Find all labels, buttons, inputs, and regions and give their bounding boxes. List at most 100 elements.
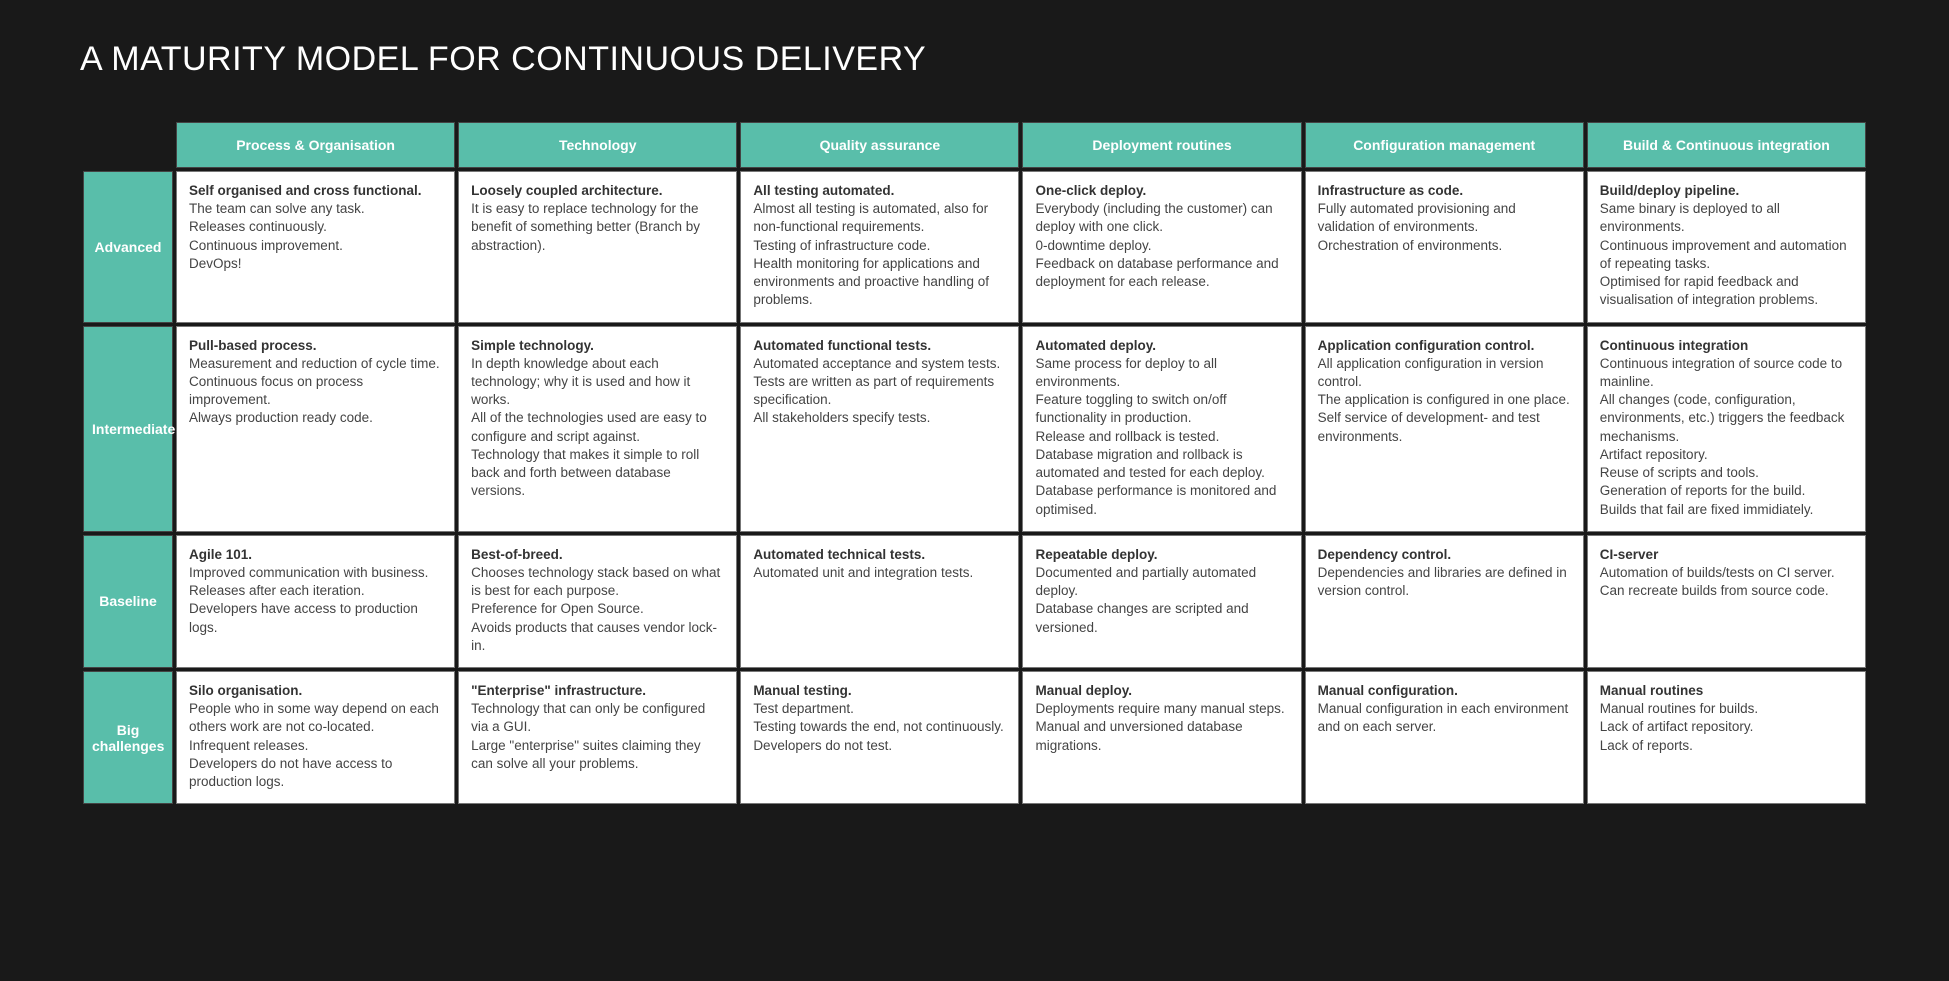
cell-body-line: Feature toggling to switch on/off functi… <box>1035 391 1288 427</box>
cell-body-line: Tests are written as part of requirement… <box>753 373 1006 409</box>
matrix-cell: CI-serverAutomation of builds/tests on C… <box>1587 535 1866 668</box>
cell-lead: Manual deploy. <box>1035 682 1288 700</box>
matrix-body: AdvancedSelf organised and cross functio… <box>83 171 1866 804</box>
cell-body-line: Continuous integration of source code to… <box>1600 355 1853 391</box>
cell-body-line: Continuous improvement and automation of… <box>1600 237 1853 273</box>
matrix-cell: Manual testing.Test department.Testing t… <box>740 671 1019 804</box>
matrix-cell: Best-of-breed.Chooses technology stack b… <box>458 535 737 668</box>
cell-body-line: Automation of builds/tests on CI server. <box>1600 564 1853 582</box>
cell-body-line: Same process for deploy to all environme… <box>1035 355 1288 391</box>
cell-lead: Silo organisation. <box>189 682 442 700</box>
cell-body-line: Large "enterprise" suites claiming they … <box>471 737 724 773</box>
cell-lead: Best-of-breed. <box>471 546 724 564</box>
cell-body-line: DevOps! <box>189 255 442 273</box>
cell-lead: Pull-based process. <box>189 337 442 355</box>
cell-body-line: It is easy to replace technology for the… <box>471 200 724 255</box>
cell-body-line: People who in some way depend on each ot… <box>189 700 442 736</box>
cell-lead: Continuous integration <box>1600 337 1853 355</box>
cell-body-line: Reuse of scripts and tools. <box>1600 464 1853 482</box>
cell-body-line: Always production ready code. <box>189 409 442 427</box>
cell-lead: Automated deploy. <box>1035 337 1288 355</box>
cell-body-line: The application is configured in one pla… <box>1318 391 1571 409</box>
cell-body-line: Test department. <box>753 700 1006 718</box>
matrix-cell: Manual deploy.Deployments require many m… <box>1022 671 1301 804</box>
matrix-cell: Build/deploy pipeline.Same binary is dep… <box>1587 171 1866 323</box>
matrix-cell: All testing automated.Almost all testing… <box>740 171 1019 323</box>
cell-body-line: Automated unit and integration tests. <box>753 564 1006 582</box>
maturity-matrix: Process & Organisation Technology Qualit… <box>80 119 1869 807</box>
cell-lead: One-click deploy. <box>1035 182 1288 200</box>
cell-body-line: Technology that makes it simple to roll … <box>471 446 724 501</box>
matrix-cell: Automated deploy.Same process for deploy… <box>1022 326 1301 532</box>
cell-body-line: Documented and partially automated deplo… <box>1035 564 1288 600</box>
cell-body-line: Manual routines for builds. <box>1600 700 1853 718</box>
cell-body-line: Lack of reports. <box>1600 737 1853 755</box>
cell-lead: Automated functional tests. <box>753 337 1006 355</box>
cell-lead: Manual testing. <box>753 682 1006 700</box>
cell-lead: Repeatable deploy. <box>1035 546 1288 564</box>
cell-body-line: Database performance is monitored and op… <box>1035 482 1288 518</box>
page: A MATURITY MODEL FOR CONTINUOUS DELIVERY… <box>0 0 1949 867</box>
cell-body-line: Release and rollback is tested. <box>1035 428 1288 446</box>
cell-lead: All testing automated. <box>753 182 1006 200</box>
cell-body-line: Optimised for rapid feedback and visuali… <box>1600 273 1853 309</box>
matrix-cell: Automated technical tests.Automated unit… <box>740 535 1019 668</box>
cell-body-line: Chooses technology stack based on what i… <box>471 564 724 600</box>
matrix-cell: Automated functional tests.Automated acc… <box>740 326 1019 532</box>
cell-body-line: Orchestration of environments. <box>1318 237 1571 255</box>
cell-body-line: Database changes are scripted and versio… <box>1035 600 1288 636</box>
cell-lead: Loosely coupled architecture. <box>471 182 724 200</box>
cell-body-line: Developers have access to production log… <box>189 600 442 636</box>
cell-body-line: Artifact repository. <box>1600 446 1853 464</box>
matrix-cell: Manual configuration.Manual configuratio… <box>1305 671 1584 804</box>
cell-body-line: Deployments require many manual steps. <box>1035 700 1288 718</box>
cell-body-line: Database migration and rollback is autom… <box>1035 446 1288 482</box>
col-head-build: Build & Continuous integration <box>1587 122 1866 168</box>
corner-cell <box>83 122 173 168</box>
cell-lead: Self organised and cross functional. <box>189 182 442 200</box>
cell-body-line: All stakeholders specify tests. <box>753 409 1006 427</box>
matrix-cell: Self organised and cross functional.The … <box>176 171 455 323</box>
cell-body-line: Manual configuration in each environment… <box>1318 700 1571 736</box>
col-head-qa: Quality assurance <box>740 122 1019 168</box>
matrix-row: Big challengesSilo organisation.People w… <box>83 671 1866 804</box>
cell-body-line: Can recreate builds from source code. <box>1600 582 1853 600</box>
cell-body-line: Builds that fail are fixed immidiately. <box>1600 501 1853 519</box>
col-head-technology: Technology <box>458 122 737 168</box>
cell-body-line: Same binary is deployed to all environme… <box>1600 200 1853 236</box>
cell-lead: Simple technology. <box>471 337 724 355</box>
cell-body-line: Avoids products that causes vendor lock-… <box>471 619 724 655</box>
matrix-cell: Pull-based process.Measurement and reduc… <box>176 326 455 532</box>
page-title: A MATURITY MODEL FOR CONTINUOUS DELIVERY <box>80 40 1869 79</box>
matrix-row: BaselineAgile 101.Improved communication… <box>83 535 1866 668</box>
matrix-cell: "Enterprise" infrastructure.Technology t… <box>458 671 737 804</box>
matrix-cell: Agile 101.Improved communication with bu… <box>176 535 455 668</box>
matrix-cell: Simple technology.In depth knowledge abo… <box>458 326 737 532</box>
cell-body-line: Improved communication with business. <box>189 564 442 582</box>
matrix-cell: Application configuration control.All ap… <box>1305 326 1584 532</box>
cell-lead: Build/deploy pipeline. <box>1600 182 1853 200</box>
cell-body-line: Continuous focus on process improvement. <box>189 373 442 409</box>
cell-lead: Automated technical tests. <box>753 546 1006 564</box>
cell-body-line: All application configuration in version… <box>1318 355 1571 391</box>
cell-body-line: Releases continuously. <box>189 218 442 236</box>
cell-body-line: Manual and unversioned database migratio… <box>1035 718 1288 754</box>
cell-body-line: Testing towards the end, not continuousl… <box>753 718 1006 736</box>
matrix-row: IntermediatePull-based process.Measureme… <box>83 326 1866 532</box>
cell-body-line: Automated acceptance and system tests. <box>753 355 1006 373</box>
cell-lead: Infrastructure as code. <box>1318 182 1571 200</box>
cell-lead: "Enterprise" infrastructure. <box>471 682 724 700</box>
cell-body-line: Self service of development- and test en… <box>1318 409 1571 445</box>
cell-body-line: Almost all testing is automated, also fo… <box>753 200 1006 236</box>
matrix-cell: Manual routinesManual routines for build… <box>1587 671 1866 804</box>
cell-body-line: Lack of artifact repository. <box>1600 718 1853 736</box>
matrix-row: AdvancedSelf organised and cross functio… <box>83 171 1866 323</box>
cell-body-line: Generation of reports for the build. <box>1600 482 1853 500</box>
matrix-cell: Infrastructure as code.Fully automated p… <box>1305 171 1584 323</box>
row-head: Intermediate <box>83 326 173 532</box>
cell-lead: Manual routines <box>1600 682 1853 700</box>
cell-body-line: Dependencies and libraries are defined i… <box>1318 564 1571 600</box>
cell-body-line: All changes (code, configuration, enviro… <box>1600 391 1853 446</box>
cell-body-line: Preference for Open Source. <box>471 600 724 618</box>
col-head-process: Process & Organisation <box>176 122 455 168</box>
